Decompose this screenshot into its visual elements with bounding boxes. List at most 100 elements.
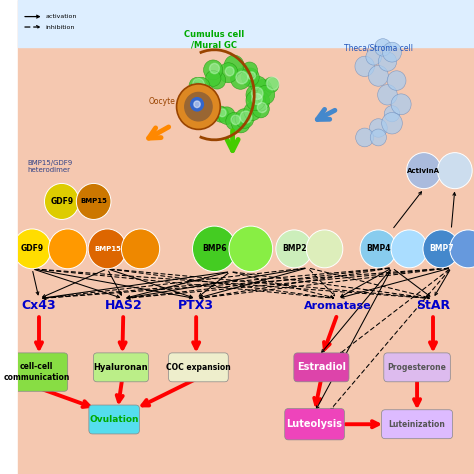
- Circle shape: [13, 229, 51, 269]
- FancyBboxPatch shape: [93, 353, 148, 382]
- Circle shape: [382, 112, 402, 134]
- Text: BMP6: BMP6: [202, 245, 227, 253]
- Circle shape: [193, 78, 204, 91]
- Text: Ovulation: Ovulation: [90, 415, 139, 424]
- Circle shape: [257, 102, 267, 113]
- Text: GDF9: GDF9: [20, 245, 44, 253]
- Circle shape: [88, 229, 127, 269]
- Circle shape: [252, 93, 262, 105]
- Circle shape: [194, 101, 200, 108]
- Circle shape: [197, 100, 213, 117]
- Text: Luteinization: Luteinization: [389, 420, 446, 428]
- Text: Aromatase: Aromatase: [303, 301, 371, 311]
- Text: Estradiol: Estradiol: [297, 362, 346, 373]
- Circle shape: [201, 101, 211, 113]
- Text: activation: activation: [46, 14, 77, 19]
- Text: Cx43: Cx43: [22, 299, 56, 312]
- Circle shape: [231, 113, 250, 133]
- Text: BMP15/GDF9
heterodimer: BMP15/GDF9 heterodimer: [27, 160, 73, 173]
- Circle shape: [438, 153, 472, 189]
- Circle shape: [213, 106, 228, 122]
- Text: BMP7: BMP7: [429, 245, 454, 253]
- Circle shape: [187, 82, 206, 102]
- Text: cell-cell
communication: cell-cell communication: [3, 363, 70, 382]
- Circle shape: [374, 39, 391, 56]
- Circle shape: [45, 183, 79, 219]
- Bar: [18, 0, 474, 47]
- Circle shape: [229, 226, 273, 272]
- Circle shape: [252, 100, 269, 118]
- Circle shape: [191, 98, 203, 111]
- Circle shape: [193, 77, 210, 95]
- Circle shape: [266, 77, 279, 90]
- Circle shape: [387, 71, 406, 91]
- Text: COC expansion: COC expansion: [166, 363, 231, 372]
- Circle shape: [224, 55, 244, 76]
- Text: inhibition: inhibition: [46, 25, 75, 29]
- Circle shape: [264, 77, 279, 92]
- Circle shape: [391, 94, 411, 115]
- Text: Hyaluronan: Hyaluronan: [94, 363, 148, 372]
- FancyBboxPatch shape: [285, 409, 345, 440]
- Circle shape: [202, 96, 210, 105]
- Circle shape: [383, 42, 401, 62]
- FancyBboxPatch shape: [384, 353, 450, 382]
- Circle shape: [199, 101, 216, 118]
- Text: ActivinA: ActivinA: [407, 168, 440, 173]
- Circle shape: [121, 229, 160, 269]
- Circle shape: [254, 80, 272, 99]
- Circle shape: [192, 85, 204, 97]
- Circle shape: [176, 84, 220, 129]
- Text: BMP15: BMP15: [94, 246, 121, 252]
- Circle shape: [192, 226, 236, 272]
- Text: BMP4: BMP4: [366, 245, 391, 253]
- Circle shape: [251, 91, 270, 111]
- Circle shape: [246, 91, 265, 110]
- Text: BMP15: BMP15: [80, 199, 107, 204]
- Circle shape: [48, 229, 87, 269]
- Circle shape: [242, 62, 257, 79]
- FancyBboxPatch shape: [89, 405, 139, 434]
- Circle shape: [241, 68, 259, 86]
- Circle shape: [240, 111, 252, 123]
- Circle shape: [407, 153, 441, 189]
- Circle shape: [360, 230, 397, 268]
- Circle shape: [185, 92, 212, 121]
- Circle shape: [231, 69, 250, 89]
- Circle shape: [76, 183, 111, 219]
- Circle shape: [198, 88, 215, 106]
- Circle shape: [450, 230, 474, 268]
- Circle shape: [369, 118, 387, 137]
- Circle shape: [197, 94, 212, 110]
- Circle shape: [209, 71, 226, 89]
- Text: Progesterone: Progesterone: [388, 363, 447, 372]
- Circle shape: [276, 230, 312, 268]
- Circle shape: [250, 76, 266, 93]
- Circle shape: [219, 63, 238, 83]
- FancyBboxPatch shape: [294, 353, 349, 382]
- Circle shape: [306, 230, 343, 268]
- Circle shape: [368, 65, 388, 86]
- Text: BMP2: BMP2: [282, 245, 306, 253]
- Text: Luteolysis: Luteolysis: [287, 419, 343, 429]
- FancyBboxPatch shape: [169, 353, 228, 382]
- Circle shape: [206, 71, 221, 86]
- Circle shape: [423, 230, 459, 268]
- Circle shape: [219, 109, 226, 117]
- Circle shape: [235, 109, 254, 128]
- Circle shape: [384, 106, 400, 122]
- Text: GDF9: GDF9: [50, 197, 73, 206]
- Circle shape: [189, 77, 205, 94]
- Circle shape: [231, 115, 240, 125]
- Circle shape: [356, 128, 374, 147]
- Circle shape: [210, 64, 219, 73]
- Circle shape: [236, 71, 248, 84]
- Circle shape: [378, 84, 397, 105]
- FancyBboxPatch shape: [382, 410, 453, 439]
- Circle shape: [256, 85, 275, 104]
- Circle shape: [355, 56, 374, 76]
- FancyBboxPatch shape: [6, 353, 68, 392]
- Text: Oocyte: Oocyte: [149, 98, 176, 106]
- Text: StAR: StAR: [416, 299, 450, 312]
- Circle shape: [205, 103, 222, 119]
